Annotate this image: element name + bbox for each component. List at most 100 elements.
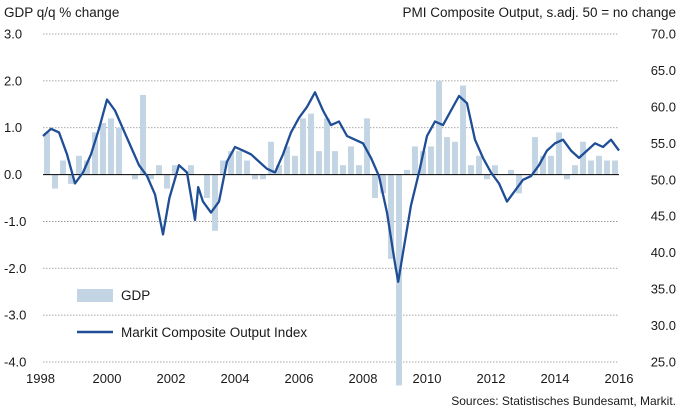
- gdp-bar: [132, 174, 138, 180]
- x-tick-label: 2010: [413, 371, 442, 386]
- gdp-bar: [532, 137, 538, 175]
- right-tick-label: 25.0: [651, 355, 676, 370]
- gdp-bar: [316, 151, 322, 175]
- gdp-bar: [548, 155, 554, 175]
- gdp-bar: [492, 165, 498, 175]
- gdp-bar: [92, 132, 98, 175]
- pmi-line: [42, 91, 620, 283]
- x-tick-label: 2008: [349, 371, 378, 386]
- gdp-bar: [564, 174, 570, 180]
- legend-label-gdp: GDP: [121, 288, 150, 303]
- left-tick-label: 3.0: [4, 27, 22, 42]
- gdp-bar: [156, 165, 162, 175]
- left-axis-ticks: -4.0 -3.0 -2.0 -1.0 0.0 1.0 2.0 3.0: [4, 27, 26, 370]
- gdp-bar: [612, 160, 618, 175]
- gdp-bar: [420, 151, 426, 175]
- gdp-bar: [468, 165, 474, 175]
- gdp-bar: [292, 155, 298, 175]
- gdp-bar: [252, 174, 258, 180]
- left-tick-label: -1.0: [4, 214, 26, 229]
- gdp-bar: [572, 165, 578, 175]
- x-tick-label: 2016: [605, 371, 634, 386]
- right-tick-label: 70.0: [651, 27, 676, 42]
- right-tick-label: 45.0: [651, 209, 676, 224]
- x-tick-label: 2002: [157, 371, 186, 386]
- gdp-bar: [484, 174, 490, 180]
- gdp-bar: [540, 155, 546, 175]
- gdp-bar: [604, 160, 610, 175]
- x-tick-label: 2006: [285, 371, 314, 386]
- gdp-bar: [380, 174, 386, 194]
- gdp-bar: [68, 174, 74, 184]
- gdp-bar: [452, 141, 458, 175]
- gdp-bar: [428, 146, 434, 175]
- gdp-bar: [172, 165, 178, 175]
- gdp-bar: [580, 141, 586, 175]
- right-tick-label: 60.0: [651, 99, 676, 114]
- left-tick-label: 2.0: [4, 73, 22, 88]
- gdp-bar: [348, 146, 354, 175]
- x-tick-label: 2014: [541, 371, 570, 386]
- left-tick-label: 0.0: [4, 167, 22, 182]
- gdp-bar: [204, 174, 210, 198]
- gdp-bar: [364, 118, 370, 175]
- gdp-bar: [404, 169, 410, 175]
- left-tick-label: -3.0: [4, 308, 26, 323]
- gdp-bar: [52, 174, 58, 189]
- left-tick-label: 1.0: [4, 120, 22, 135]
- gdp-bar: [276, 165, 282, 175]
- gdp-bar: [100, 123, 106, 175]
- gdp-bar: [460, 85, 466, 175]
- gdp-bar: [588, 160, 594, 175]
- source-note: Sources: Statistisches Bundesamt, Markit…: [451, 394, 676, 408]
- gdp-bar: [212, 174, 218, 231]
- gdp-bar: [244, 160, 250, 175]
- gdp-bar: [300, 118, 306, 175]
- gdp-bar: [164, 174, 170, 189]
- pmi-line-series: [42, 91, 620, 283]
- gdp-bar: [148, 174, 154, 180]
- gdp-bar: [268, 141, 274, 175]
- left-axis-title: GDP q/q % change: [4, 5, 119, 20]
- gdp-bar: [308, 113, 314, 175]
- x-tick-label: 2012: [477, 371, 506, 386]
- gdp-bar: [476, 155, 482, 175]
- right-axis-title: PMI Composite Output, s.adj. 50 = no cha…: [402, 5, 676, 20]
- gdp-bar: [44, 132, 50, 175]
- gdp-bar: [356, 165, 362, 175]
- left-tick-label: -2.0: [4, 261, 26, 276]
- gdp-bar: [556, 132, 562, 175]
- gdp-bar: [388, 174, 394, 259]
- gdp-bar: [340, 165, 346, 175]
- legend-label-pmi: Markit Composite Output Index: [121, 325, 307, 340]
- right-axis-ticks: 25.0 30.0 35.0 40.0 45.0 50.0 55.0 60.0 65.0 70.0: [651, 27, 676, 370]
- x-axis-ticks: 1998 2000 2002 2004 2006 2008 2010 2012 2014 2016: [26, 371, 633, 386]
- gdp-bar: [284, 146, 290, 175]
- gdp-bar: [444, 137, 450, 175]
- gdp-bar: [332, 151, 338, 175]
- gdp-bar: [508, 169, 514, 175]
- right-tick-label: 35.0: [651, 282, 676, 297]
- gdp-bar: [412, 146, 418, 175]
- right-tick-label: 55.0: [651, 136, 676, 151]
- legend: GDP Markit Composite Output Index: [77, 288, 307, 340]
- gdp-bar: [324, 118, 330, 175]
- gdp-bar: [84, 160, 90, 175]
- gdp-bar: [188, 165, 194, 175]
- x-tick-label: 2000: [93, 371, 122, 386]
- gdp-bar: [372, 174, 378, 198]
- right-tick-label: 30.0: [651, 318, 676, 333]
- gdp-bar: [140, 94, 146, 175]
- gdp-bar: [228, 151, 234, 175]
- gdp-bar: [108, 118, 114, 175]
- gdp-bar: [60, 160, 66, 175]
- right-tick-label: 65.0: [651, 63, 676, 78]
- right-tick-label: 50.0: [651, 172, 676, 187]
- gdp-bar: [436, 80, 442, 175]
- x-tick-label: 1998: [26, 371, 55, 386]
- gdp-bar: [116, 127, 122, 175]
- gdp-bar: [260, 174, 266, 180]
- gdp-bar: [76, 155, 82, 175]
- gdp-bar: [220, 160, 226, 175]
